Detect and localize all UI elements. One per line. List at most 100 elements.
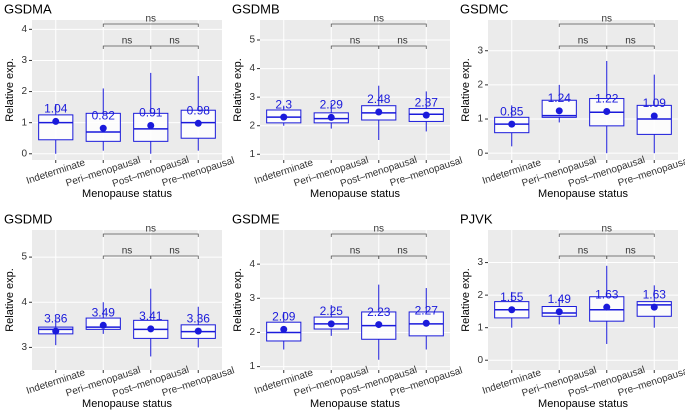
mean-label: 1.63 bbox=[643, 287, 667, 301]
mean-label: 2.25 bbox=[320, 304, 344, 318]
mean-label: 1.04 bbox=[44, 102, 68, 116]
bracket-label: ns bbox=[397, 246, 408, 257]
y-tick-label: 3 bbox=[249, 293, 255, 304]
mean-point bbox=[422, 111, 430, 119]
y-axis-title: Relative exp. bbox=[232, 58, 244, 122]
bracket-label: ns bbox=[122, 246, 133, 257]
y-tick-label: 2 bbox=[477, 80, 483, 91]
bracket-label: ns bbox=[397, 36, 408, 47]
y-axis-title: Relative exp. bbox=[460, 268, 472, 332]
y-axis-title: Relative exp. bbox=[4, 268, 16, 332]
y-tick-label: 3 bbox=[477, 45, 483, 56]
mean-point bbox=[422, 319, 430, 327]
box bbox=[85, 112, 121, 142]
panel-title: PJVK bbox=[460, 211, 493, 226]
mean-point bbox=[194, 119, 202, 127]
bracket-label: ns bbox=[350, 246, 361, 257]
mean-point bbox=[375, 108, 383, 116]
mean-label: 3.36 bbox=[187, 311, 211, 325]
mean-label: 1.24 bbox=[548, 91, 572, 105]
bracket bbox=[606, 45, 655, 49]
y-axis-title: Relative exp. bbox=[232, 268, 244, 332]
bracket-label: ns bbox=[601, 224, 612, 235]
y-tick-label: 5 bbox=[21, 252, 27, 263]
mean-point bbox=[52, 117, 60, 125]
y-tick-label: 2 bbox=[249, 327, 255, 338]
panel-title: GSDMC bbox=[460, 1, 508, 16]
y-tick-label: 0 bbox=[477, 355, 483, 366]
mean-point bbox=[52, 327, 60, 335]
mean-point bbox=[280, 113, 288, 121]
mean-label: 2.23 bbox=[367, 305, 391, 319]
bracket-label: ns bbox=[625, 36, 636, 47]
box bbox=[180, 109, 216, 139]
y-tick-label: 5 bbox=[249, 35, 255, 46]
mean-point bbox=[327, 113, 335, 121]
y-tick-label: 2 bbox=[477, 290, 483, 301]
x-axis-title: Menopause status bbox=[82, 188, 172, 200]
bracket bbox=[558, 23, 655, 27]
y-tick-label: 4 bbox=[249, 63, 255, 74]
bracket bbox=[378, 255, 427, 259]
mean-label: 3.41 bbox=[139, 309, 163, 323]
bracket-label: ns bbox=[601, 14, 612, 25]
y-tick-label: 3 bbox=[249, 92, 255, 103]
mean-point bbox=[603, 303, 611, 311]
x-axis-title: Menopause status bbox=[82, 398, 172, 410]
bracket bbox=[150, 45, 199, 49]
plot-background bbox=[260, 20, 450, 160]
bracket-label: ns bbox=[169, 246, 180, 257]
mean-point bbox=[555, 107, 563, 115]
bracket bbox=[102, 233, 199, 237]
bracket-label: ns bbox=[578, 246, 589, 257]
plot-background bbox=[488, 20, 678, 160]
mean-label: 2.27 bbox=[415, 303, 439, 317]
x-axis-title: Menopause status bbox=[538, 398, 628, 410]
bracket bbox=[150, 255, 199, 259]
mean-point bbox=[147, 325, 155, 333]
mean-label: 0.85 bbox=[500, 104, 524, 118]
bracket-label: ns bbox=[350, 36, 361, 47]
mean-point bbox=[650, 112, 658, 120]
box bbox=[636, 104, 672, 135]
y-tick-label: 1 bbox=[21, 117, 27, 128]
bracket bbox=[558, 233, 655, 237]
mean-point bbox=[147, 121, 155, 129]
y-tick-label: 2 bbox=[21, 86, 27, 97]
mean-label: 2.09 bbox=[272, 310, 296, 324]
x-axis-title: Menopause status bbox=[310, 188, 400, 200]
bracket bbox=[606, 255, 655, 259]
mean-label: 1.09 bbox=[643, 96, 667, 110]
mean-label: 2.29 bbox=[320, 98, 344, 112]
mean-label: 1.55 bbox=[500, 290, 524, 304]
mean-label: 1.22 bbox=[595, 92, 619, 106]
mean-label: 1.63 bbox=[595, 287, 619, 301]
y-tick-label: 1 bbox=[477, 322, 483, 333]
bracket-label: ns bbox=[578, 36, 589, 47]
mean-point bbox=[508, 306, 516, 314]
x-axis-title: Menopause status bbox=[310, 398, 400, 410]
y-tick-label: 1 bbox=[249, 361, 255, 372]
y-tick-label: 0 bbox=[477, 148, 483, 159]
y-tick-label: 1 bbox=[249, 149, 255, 160]
bracket-label: ns bbox=[625, 246, 636, 257]
y-tick-label: 3 bbox=[21, 55, 27, 66]
panel-title: GSDMB bbox=[232, 1, 280, 16]
mean-label: 0.82 bbox=[92, 108, 116, 122]
y-tick-label: 1 bbox=[477, 114, 483, 125]
bracket-label: ns bbox=[145, 224, 156, 235]
y-axis-title: Relative exp. bbox=[4, 58, 16, 122]
bracket-label: ns bbox=[145, 14, 156, 25]
y-tick-label: 0 bbox=[21, 148, 27, 159]
plot-background bbox=[488, 230, 678, 370]
y-tick-label: 4 bbox=[21, 24, 27, 35]
mean-point bbox=[603, 108, 611, 116]
mean-label: 1.49 bbox=[548, 292, 572, 306]
mean-label: 3.36 bbox=[44, 311, 68, 325]
mean-label: 3.49 bbox=[92, 305, 116, 319]
panel-title: GSDME bbox=[232, 211, 280, 226]
y-tick-label: 2 bbox=[249, 120, 255, 131]
y-tick-label: 3 bbox=[21, 342, 27, 353]
plot-background bbox=[260, 230, 450, 370]
